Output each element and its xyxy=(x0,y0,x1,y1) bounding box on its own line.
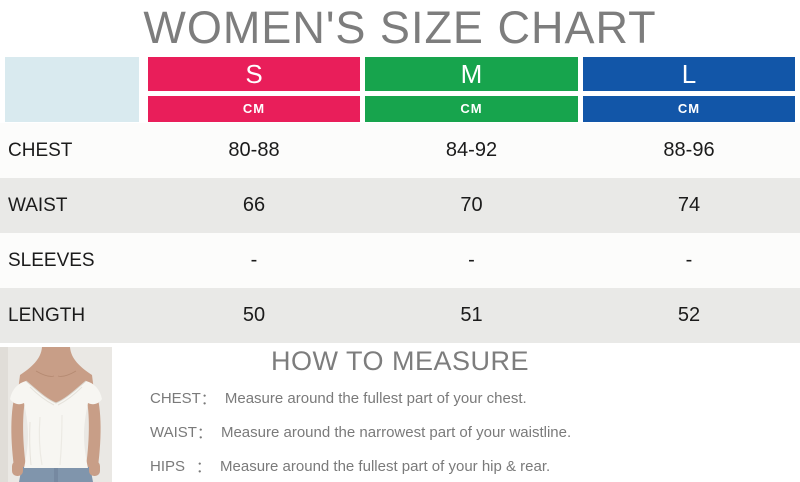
cell-value-l: 88-96 xyxy=(663,139,715,161)
unit-cell-l: CM xyxy=(583,96,795,122)
measure-item-chest: CHEST： Measure around the fullest part o… xyxy=(150,381,571,415)
measure-label: HIPS xyxy=(150,457,186,475)
measure-label: WAIST xyxy=(150,423,197,441)
table-row-waist: WAIST 66 70 74 xyxy=(0,178,800,233)
product-photo xyxy=(0,347,112,482)
row-label: LENGTH xyxy=(8,304,86,326)
cell-value-s: 80-88 xyxy=(228,139,280,161)
size-header-cell-s: S xyxy=(148,57,360,91)
size-header-cell-m: M xyxy=(365,57,578,91)
row-label: WAIST xyxy=(8,194,68,216)
measure-text: Measure around the narrowest part of you… xyxy=(220,423,572,441)
table-row-chest: CHEST 80-88 84-92 88-96 xyxy=(0,123,800,178)
measure-label: CHEST xyxy=(150,389,201,407)
woman-in-white-top-illustration xyxy=(0,347,112,482)
cell-value-s: 50 xyxy=(242,304,266,326)
cell-value-l: 52 xyxy=(677,304,701,326)
cell-value-l: 74 xyxy=(677,194,701,216)
how-to-measure-heading: HOW TO MEASURE xyxy=(270,346,530,376)
cell-value-s: 66 xyxy=(242,194,266,216)
cell-value-m: 70 xyxy=(460,194,483,216)
measure-colon: ： xyxy=(196,424,212,442)
table-row-sleeves: SLEEVES - - - xyxy=(0,233,800,288)
cell-value-m: 84-92 xyxy=(445,139,498,161)
measure-colon: ： xyxy=(196,458,212,476)
measure-list: CHEST： Measure around the fullest part o… xyxy=(150,381,571,482)
corner-cell xyxy=(5,57,139,122)
row-label: SLEEVES xyxy=(8,249,95,271)
unit-cell-s: CM xyxy=(148,96,360,122)
unit-cell-m: CM xyxy=(365,96,578,122)
cell-value-m: - xyxy=(468,249,475,271)
measure-text: Measure around the fullest part of your … xyxy=(220,457,551,475)
measure-colon: ： xyxy=(200,390,216,408)
table-row-length: LENGTH 50 51 52 xyxy=(0,288,800,343)
measure-item-waist: WAIST： Measure around the narrowest part… xyxy=(150,415,571,449)
measure-item-hips: HIPS ： Measure around the fullest part of… xyxy=(150,449,571,482)
page-title: WOMEN'S SIZE CHART xyxy=(143,2,657,53)
cell-value-l: - xyxy=(685,249,693,271)
measure-text: Measure around the fullest part of your … xyxy=(224,389,527,407)
cell-value-s: - xyxy=(250,249,258,271)
size-header-cell-l: L xyxy=(583,57,795,91)
row-label: CHEST xyxy=(8,139,73,161)
cell-value-m: 51 xyxy=(460,304,483,326)
